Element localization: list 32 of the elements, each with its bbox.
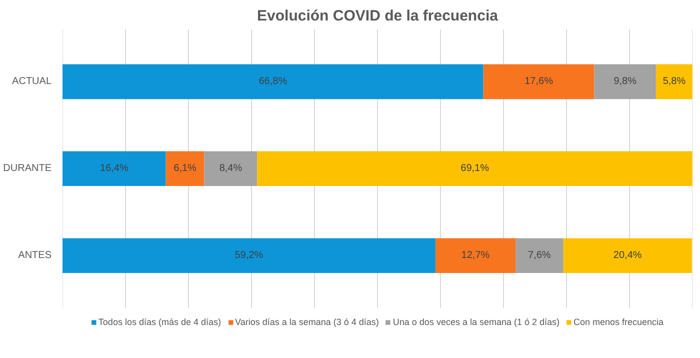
legend-label: Con menos frecuencia [574, 317, 664, 327]
bar [563, 238, 692, 273]
legend-label: Todos los días (más de 4 días) [98, 317, 221, 327]
data-label: 6,1% [174, 163, 197, 174]
bar [204, 151, 258, 186]
chart-title: Evolución COVID de la frecuencia [257, 8, 499, 24]
data-label: 7,6% [528, 250, 551, 262]
bar [483, 64, 594, 100]
bar [515, 238, 564, 273]
data-label: 9,8% [614, 76, 637, 88]
y-tick-label: DURANTE [3, 163, 52, 174]
bar [594, 64, 656, 100]
bar [62, 151, 166, 186]
data-label: 66,8% [258, 76, 288, 88]
y-tick-label: ACTUAL [12, 76, 52, 88]
data-label: 69,1% [460, 163, 490, 174]
data-label: 17,6% [524, 76, 554, 88]
bar [656, 64, 692, 100]
bar [62, 238, 436, 273]
data-label: 20,4% [613, 250, 642, 262]
data-label: 8,4% [219, 163, 242, 174]
bar [62, 64, 484, 100]
data-label: 12,7% [461, 250, 490, 262]
data-label: 5,8% [662, 76, 686, 88]
bar [166, 151, 204, 186]
legend-label: Varios días a la semana (3 ó 4 días) [234, 317, 379, 327]
data-label: 59,2% [234, 250, 264, 262]
data-label: 16,4% [100, 163, 128, 174]
y-tick-label: ANTES [18, 250, 52, 262]
legend-label: Una o dos veces a la semana (1 ó 2 días) [392, 317, 560, 327]
bar [435, 238, 516, 273]
bar [257, 151, 692, 186]
